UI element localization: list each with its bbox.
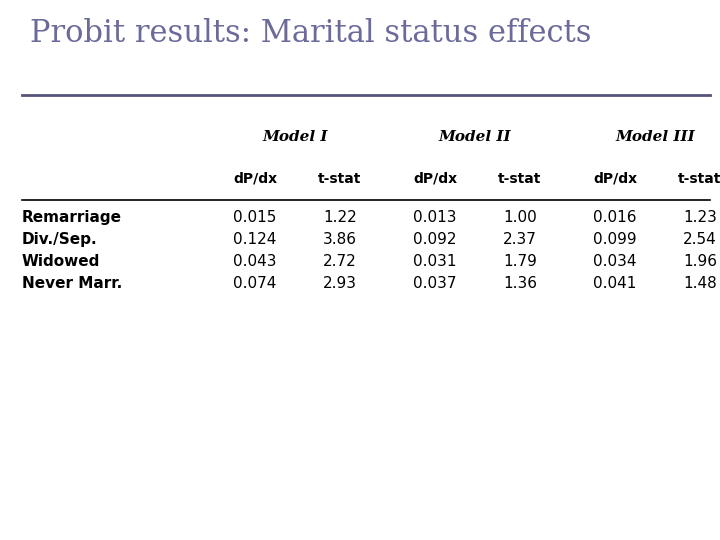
Text: 0.034: 0.034 [593, 254, 636, 269]
Text: Model III: Model III [615, 130, 695, 144]
Text: 1.48: 1.48 [683, 276, 717, 291]
Text: 0.016: 0.016 [593, 210, 636, 225]
Text: t-stat: t-stat [678, 172, 720, 186]
Text: dP/dx: dP/dx [233, 172, 277, 186]
Text: t-stat: t-stat [498, 172, 541, 186]
Text: Div./Sep.: Div./Sep. [22, 232, 98, 247]
Text: Model I: Model I [262, 130, 328, 144]
Text: 2.93: 2.93 [323, 276, 357, 291]
Text: 0.037: 0.037 [413, 276, 456, 291]
Text: 1.79: 1.79 [503, 254, 537, 269]
Text: dP/dx: dP/dx [413, 172, 457, 186]
Text: 0.043: 0.043 [233, 254, 276, 269]
Text: Probit results: Marital status effects: Probit results: Marital status effects [30, 18, 592, 49]
Text: 2.54: 2.54 [683, 232, 717, 247]
Text: 0.031: 0.031 [413, 254, 456, 269]
Text: 0.015: 0.015 [233, 210, 276, 225]
Text: Never Marr.: Never Marr. [22, 276, 122, 291]
Text: 1.36: 1.36 [503, 276, 537, 291]
Text: 0.074: 0.074 [233, 276, 276, 291]
Text: 2.72: 2.72 [323, 254, 357, 269]
Text: 0.092: 0.092 [413, 232, 456, 247]
Text: 1.96: 1.96 [683, 254, 717, 269]
Text: Widowed: Widowed [22, 254, 100, 269]
Text: 0.124: 0.124 [233, 232, 276, 247]
Text: Model II: Model II [438, 130, 511, 144]
Text: 0.041: 0.041 [593, 276, 636, 291]
Text: dP/dx: dP/dx [593, 172, 637, 186]
Text: 1.00: 1.00 [503, 210, 537, 225]
Text: 0.099: 0.099 [593, 232, 636, 247]
Text: t-stat: t-stat [318, 172, 361, 186]
Text: 1.22: 1.22 [323, 210, 357, 225]
Text: 0.013: 0.013 [413, 210, 456, 225]
Text: Remarriage: Remarriage [22, 210, 122, 225]
Text: 2.37: 2.37 [503, 232, 537, 247]
Text: 1.23: 1.23 [683, 210, 717, 225]
Text: 3.86: 3.86 [323, 232, 357, 247]
